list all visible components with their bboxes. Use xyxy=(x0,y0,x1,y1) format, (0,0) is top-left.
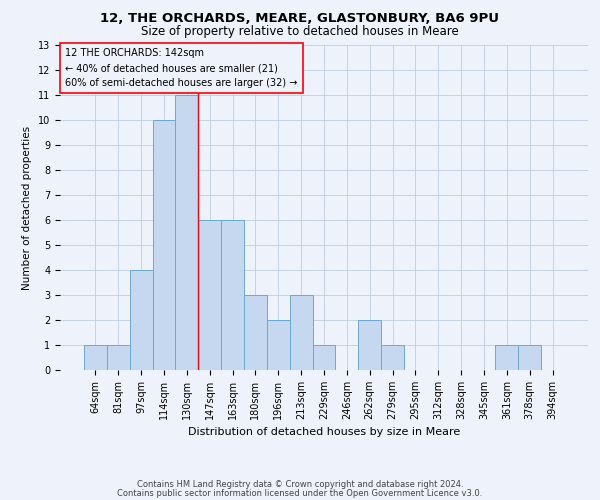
Text: Size of property relative to detached houses in Meare: Size of property relative to detached ho… xyxy=(141,25,459,38)
Bar xyxy=(84,345,107,370)
Text: 12, THE ORCHARDS, MEARE, GLASTONBURY, BA6 9PU: 12, THE ORCHARDS, MEARE, GLASTONBURY, BA… xyxy=(101,12,499,26)
Bar xyxy=(175,95,198,370)
Bar xyxy=(313,345,335,370)
Bar xyxy=(381,345,404,370)
Bar xyxy=(152,120,175,370)
Bar xyxy=(244,295,267,370)
Bar xyxy=(107,345,130,370)
Text: Contains public sector information licensed under the Open Government Licence v3: Contains public sector information licen… xyxy=(118,488,482,498)
Bar xyxy=(130,270,152,370)
Y-axis label: Number of detached properties: Number of detached properties xyxy=(22,126,32,290)
Text: 12 THE ORCHARDS: 142sqm
← 40% of detached houses are smaller (21)
60% of semi-de: 12 THE ORCHARDS: 142sqm ← 40% of detache… xyxy=(65,48,298,88)
X-axis label: Distribution of detached houses by size in Meare: Distribution of detached houses by size … xyxy=(188,428,460,438)
Bar xyxy=(221,220,244,370)
Bar xyxy=(198,220,221,370)
Bar xyxy=(358,320,381,370)
Bar xyxy=(267,320,290,370)
Bar xyxy=(290,295,313,370)
Bar xyxy=(518,345,541,370)
Text: Contains HM Land Registry data © Crown copyright and database right 2024.: Contains HM Land Registry data © Crown c… xyxy=(137,480,463,489)
Bar xyxy=(496,345,518,370)
